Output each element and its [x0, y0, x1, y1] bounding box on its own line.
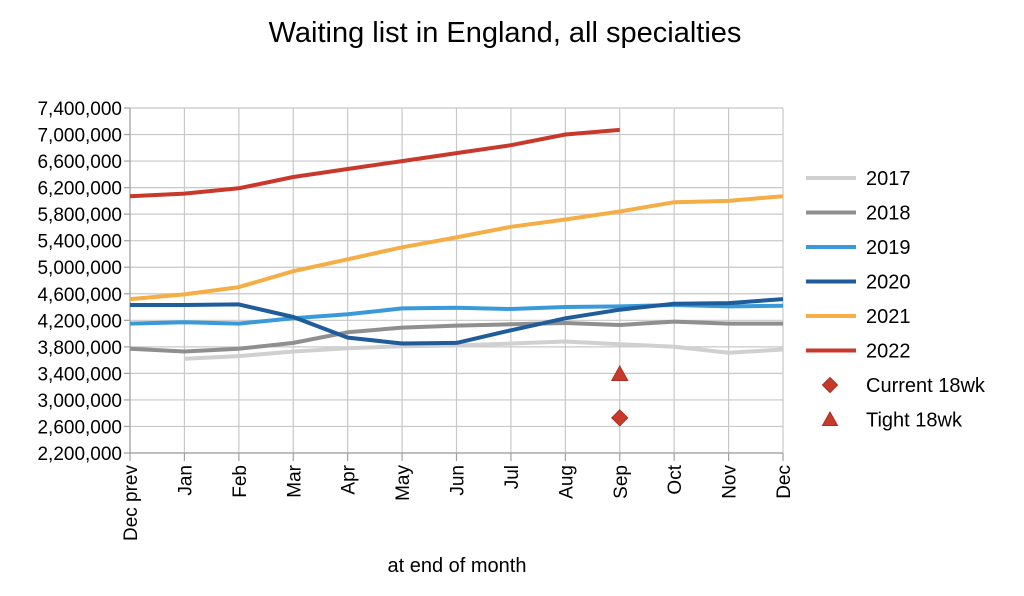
- y-tick-label: 3,800,000: [37, 338, 122, 359]
- x-tick-label: Jul: [502, 465, 523, 489]
- y-tick-label: 4,200,000: [37, 311, 122, 332]
- legend: 2017 2018 2019 2020 2021 2022 Current 18wk Tigh…: [806, 168, 986, 432]
- legend-label-current-18wk: Current 18wk: [866, 375, 986, 397]
- legend-label-2017: 2017: [866, 168, 911, 190]
- chart-title: Waiting list in England, all specialties: [269, 17, 742, 49]
- y-tick-label: 7,000,000: [37, 126, 122, 147]
- x-tick-label: Feb: [230, 465, 251, 498]
- marker-tight-18wk: [610, 365, 629, 381]
- y-tick-label: 4,600,000: [37, 285, 122, 306]
- legend-label-2020: 2020: [866, 272, 911, 294]
- y-tick-label: 5,000,000: [37, 258, 122, 279]
- x-tick-label: Sep: [611, 465, 632, 499]
- x-tick-label: Nov: [720, 465, 741, 499]
- x-tick-label: Apr: [339, 464, 360, 494]
- gridlines: [129, 107, 784, 454]
- x-axis-label: at end of month: [388, 555, 527, 577]
- y-tick-label: 6,600,000: [37, 152, 122, 173]
- x-tick-label: Mar: [284, 464, 305, 497]
- y-tick-label: 3,000,000: [37, 391, 122, 412]
- x-tick-label: Jun: [448, 465, 469, 496]
- legend-label-2018: 2018: [866, 203, 911, 225]
- x-tick-label: Jan: [175, 465, 196, 496]
- series-line-2022: [129, 127, 620, 199]
- x-axis-ticks: Dec prev Jan Feb Mar Apr May Jun Jul Aug Sep Oct No…: [121, 464, 795, 541]
- x-tick-label: May: [393, 465, 414, 501]
- y-tick-label: 5,400,000: [37, 232, 122, 253]
- series-lines: [129, 127, 784, 361]
- y-tick-label: 3,400,000: [37, 364, 122, 385]
- y-tick-label: 7,400,000: [37, 99, 122, 120]
- legend-label-tight-18wk: Tight 18wk: [866, 410, 963, 432]
- point-markers: [610, 365, 629, 427]
- y-tick-label: 5,800,000: [37, 205, 122, 226]
- axes: [124, 107, 784, 461]
- x-tick-label: Aug: [556, 465, 577, 499]
- x-tick-label: Dec: [774, 465, 795, 499]
- y-axis-ticks: 7,400,000 7,000,000 6,600,000 6,200,000 5,80…: [37, 99, 122, 465]
- series-line-2017: [184, 339, 784, 361]
- legend-label-2021: 2021: [866, 306, 911, 328]
- legend-label-2019: 2019: [866, 237, 911, 259]
- legend-label-2022: 2022: [866, 341, 911, 363]
- x-tick-label: Oct: [665, 464, 686, 494]
- y-tick-label: 2,600,000: [37, 417, 122, 438]
- legend-marker-tight-18wk: [821, 410, 839, 426]
- y-tick-label: 2,200,000: [37, 444, 122, 465]
- series-line-2021: [129, 194, 784, 302]
- marker-current-18wk: [611, 409, 629, 427]
- x-tick-label: Dec prev: [121, 465, 142, 542]
- series-line-2020: [130, 297, 784, 346]
- y-tick-label: 6,200,000: [37, 179, 122, 200]
- series-line-2018: [129, 319, 783, 354]
- legend-marker-current-18wk: [821, 376, 839, 394]
